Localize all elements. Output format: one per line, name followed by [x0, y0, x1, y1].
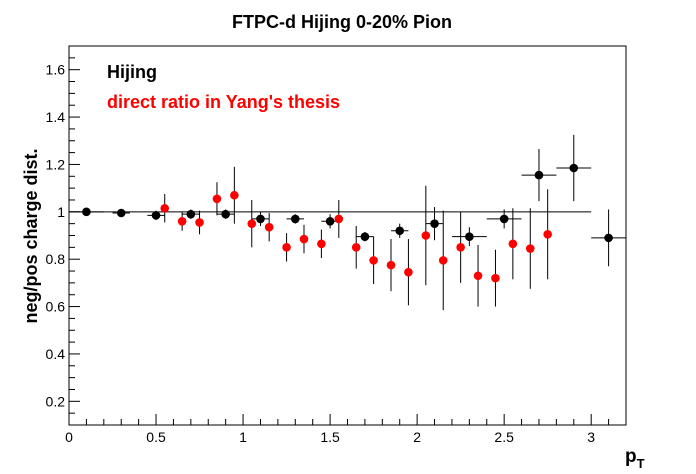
data-point	[499, 214, 509, 224]
series-hijing	[69, 134, 626, 267]
data-point	[525, 244, 535, 253]
data-point	[386, 260, 396, 270]
data-point	[160, 203, 170, 213]
data-point	[177, 216, 187, 226]
data-point	[212, 194, 222, 204]
x-tick-label: 0	[65, 429, 73, 445]
data-point	[325, 216, 335, 226]
x-axis-label-main: p	[625, 446, 637, 467]
data-point	[186, 209, 196, 219]
series-yang-thesis	[160, 166, 552, 311]
y-tick-label: 1.4	[46, 109, 66, 125]
x-axis-label: pT	[625, 446, 645, 471]
data-point	[151, 211, 161, 220]
data-point	[369, 256, 378, 265]
data-point	[508, 239, 518, 249]
y-tick-label: 0.6	[46, 299, 66, 315]
data-point	[456, 243, 465, 252]
data-point	[282, 243, 291, 252]
data-point	[116, 208, 126, 218]
y-tick-label: 0.2	[46, 393, 66, 409]
x-tick-label: 0.5	[146, 429, 166, 445]
data-point	[247, 219, 257, 228]
data-point	[465, 232, 474, 241]
data-point	[438, 256, 448, 265]
data-point	[317, 239, 326, 249]
x-axis: 0 0.5 1 1.5 2 2.5 3	[65, 414, 627, 445]
data-point	[404, 267, 413, 277]
data-point	[230, 190, 239, 200]
series-layer	[69, 134, 626, 311]
data-point	[334, 214, 344, 224]
data-point	[351, 243, 361, 252]
y-tick-label: 0.8	[46, 251, 66, 267]
data-point	[290, 214, 300, 224]
data-point	[360, 232, 370, 241]
x-tick-label: 1	[239, 429, 247, 445]
data-point	[569, 163, 579, 173]
data-point	[604, 233, 613, 243]
chart-title: FTPC-d Hijing 0-20% Pion	[232, 12, 452, 32]
data-point	[221, 209, 230, 219]
legend-label-yang: direct ratio in Yang's thesis	[107, 92, 340, 112]
x-tick-label: 3	[587, 429, 595, 445]
data-point	[299, 234, 309, 244]
x-tick-label: 1.5	[320, 429, 340, 445]
y-axis: 0.2 0.4 0.6 0.8 1 1.2 1.4 1.6	[46, 45, 80, 426]
data-point	[395, 226, 405, 236]
data-point	[534, 170, 544, 180]
x-tick-label: 2.5	[494, 429, 514, 445]
data-point	[543, 230, 552, 239]
y-tick-label: 1.6	[46, 62, 66, 78]
data-point	[195, 218, 204, 227]
data-point	[473, 271, 483, 281]
data-point	[421, 231, 431, 240]
y-axis-label: neg/pos charge dist.	[21, 148, 41, 323]
y-tick-label: 0.4	[46, 346, 66, 362]
legend-label-hijing: Hijing	[107, 62, 157, 82]
data-point	[491, 273, 500, 283]
x-axis-label-subscript: T	[637, 456, 645, 471]
y-tick-label: 1	[57, 204, 65, 220]
x-tick-label: 2	[413, 429, 421, 445]
data-point	[430, 219, 439, 228]
y-tick-label: 1.2	[46, 156, 66, 172]
data-point	[82, 207, 91, 217]
data-point	[264, 222, 274, 232]
data-point	[256, 214, 265, 224]
